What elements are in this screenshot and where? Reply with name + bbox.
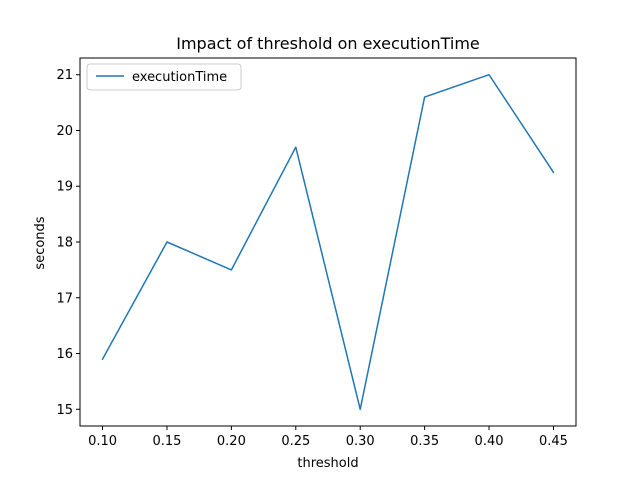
y-tick-label: 20 — [56, 124, 73, 139]
y-axis-ticks: 15 16 17 18 19 20 21 — [56, 68, 80, 418]
x-tick-label: 0.45 — [539, 434, 568, 449]
x-tick-label: 0.35 — [410, 434, 439, 449]
x-tick-label: 0.25 — [281, 434, 310, 449]
plot-frame — [79, 57, 577, 427]
x-tick-label: 0.20 — [217, 434, 246, 449]
legend-label-executiontime: executionTime — [132, 70, 227, 85]
plot-area — [79, 57, 577, 427]
legend-box — [86, 63, 242, 91]
y-tick-label: 16 — [56, 347, 73, 362]
y-tick-label: 15 — [56, 403, 73, 418]
y-tick-label: 17 — [56, 291, 73, 306]
series-line-executiontime — [101, 73, 555, 411]
x-tick-label: 0.10 — [88, 434, 117, 449]
x-tick-label: 0.40 — [475, 434, 504, 449]
y-tick-label: 18 — [56, 236, 73, 251]
legend: executionTime — [86, 63, 242, 91]
x-tick-label: 0.15 — [152, 434, 181, 449]
x-axis-label: threshold — [297, 456, 358, 471]
x-tick-label: 0.30 — [346, 434, 375, 449]
chart-title: Impact of threshold on executionTime — [176, 34, 480, 53]
x-axis-ticks: 0.10 0.15 0.20 0.25 0.30 0.35 0.40 0.45 — [88, 426, 568, 449]
y-tick-label: 19 — [56, 180, 73, 195]
series-layer — [101, 73, 555, 411]
y-tick-label: 21 — [56, 68, 73, 83]
y-axis-label: seconds — [33, 216, 48, 269]
